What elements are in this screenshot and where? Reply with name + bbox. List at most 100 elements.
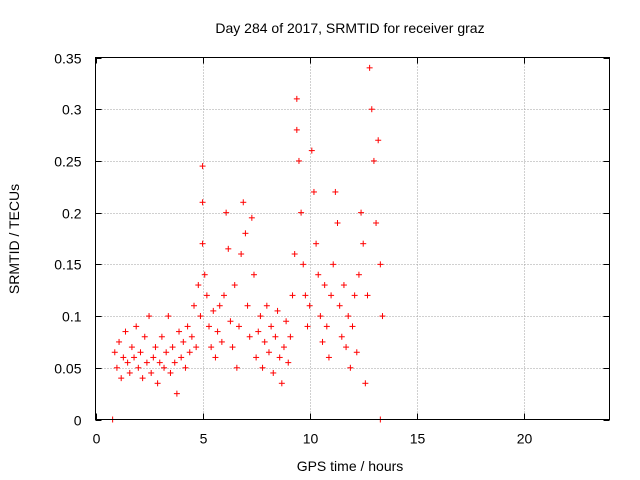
y-tick-label: 0.3	[62, 102, 82, 118]
data-point	[377, 261, 384, 268]
data-point	[255, 328, 262, 335]
data-point	[259, 364, 266, 371]
data-point	[173, 390, 180, 397]
y-tick-label: 0.35	[54, 51, 81, 67]
data-point	[375, 137, 382, 144]
x-tick-label: 20	[517, 431, 533, 447]
data-point	[308, 147, 315, 154]
data-point	[229, 344, 236, 351]
data-point	[141, 333, 148, 340]
data-point	[332, 188, 339, 195]
data-point	[349, 323, 356, 330]
data-point	[176, 328, 183, 335]
data-point	[360, 240, 367, 247]
data-point	[128, 344, 135, 351]
data-point	[238, 251, 245, 258]
data-point	[113, 364, 120, 371]
data-point	[310, 188, 317, 195]
data-point	[148, 369, 155, 376]
y-tick-label: 0.1	[62, 309, 82, 325]
data-point	[214, 328, 221, 335]
data-point	[287, 333, 294, 340]
data-point	[111, 349, 118, 356]
data-point	[208, 344, 215, 351]
axis-ticks: 0 5 10 15 20 0 0.05 0.1 0.15 0.2 0.25 0.3 0.35	[54, 51, 610, 447]
data-point	[358, 209, 365, 216]
data-point	[221, 292, 227, 299]
data-point	[212, 354, 219, 361]
data-point	[206, 323, 213, 330]
data-point	[293, 126, 300, 133]
data-point	[161, 364, 168, 371]
data-point	[193, 344, 200, 351]
data-point	[265, 349, 272, 356]
data-point	[199, 199, 206, 206]
data-point	[180, 338, 187, 345]
data-point	[257, 313, 264, 320]
data-point	[343, 344, 350, 351]
data-point	[334, 219, 341, 226]
data-point	[167, 369, 174, 376]
data-point	[126, 369, 133, 376]
data-point	[253, 354, 260, 361]
grid-layer	[95, 57, 610, 420]
data-point	[328, 292, 335, 299]
y-axis-label: SRMTID / TECUs	[6, 184, 22, 294]
data-point	[336, 302, 343, 309]
data-point	[355, 271, 362, 278]
data-point	[227, 318, 234, 325]
data-point	[233, 364, 240, 371]
data-point	[280, 344, 287, 351]
data-point	[201, 271, 208, 278]
data-point	[276, 354, 283, 361]
data-point	[364, 292, 371, 299]
y-tick-label: 0.2	[62, 206, 82, 222]
data-point	[283, 318, 290, 325]
data-point	[225, 245, 232, 252]
data-point	[171, 359, 178, 366]
data-point	[122, 328, 129, 335]
data-point	[300, 261, 307, 268]
data-point	[373, 219, 380, 226]
data-point	[218, 338, 225, 345]
y-tick-label: 0.05	[54, 361, 81, 377]
data-point	[139, 375, 146, 382]
data-point	[268, 323, 275, 330]
data-point	[315, 271, 322, 278]
data-point	[242, 230, 249, 237]
y-tick-label: 0	[74, 413, 82, 429]
data-points	[109, 64, 386, 423]
data-point	[184, 323, 191, 330]
data-point	[169, 344, 176, 351]
data-point	[261, 338, 268, 345]
data-point	[289, 292, 296, 299]
data-point	[304, 323, 311, 330]
data-point	[131, 354, 138, 361]
data-point	[338, 333, 345, 340]
data-point	[270, 369, 277, 376]
data-point	[362, 380, 369, 387]
data-point	[195, 282, 202, 289]
data-point	[246, 333, 253, 340]
data-point	[152, 344, 159, 351]
x-tick-label: 5	[200, 431, 208, 447]
data-point	[250, 271, 257, 278]
data-point	[306, 302, 313, 309]
data-point	[158, 333, 165, 340]
data-point	[182, 364, 189, 371]
data-point	[188, 333, 195, 340]
data-point	[272, 333, 279, 340]
data-point	[199, 240, 206, 247]
data-point	[124, 359, 131, 366]
data-point	[154, 380, 161, 387]
data-point	[199, 163, 206, 170]
data-point	[274, 307, 281, 314]
x-tick-label: 15	[410, 431, 426, 447]
data-point	[263, 302, 270, 309]
data-point	[137, 349, 144, 356]
data-point	[368, 106, 375, 113]
data-point	[231, 282, 238, 289]
data-point	[120, 354, 127, 361]
data-point	[379, 313, 386, 320]
